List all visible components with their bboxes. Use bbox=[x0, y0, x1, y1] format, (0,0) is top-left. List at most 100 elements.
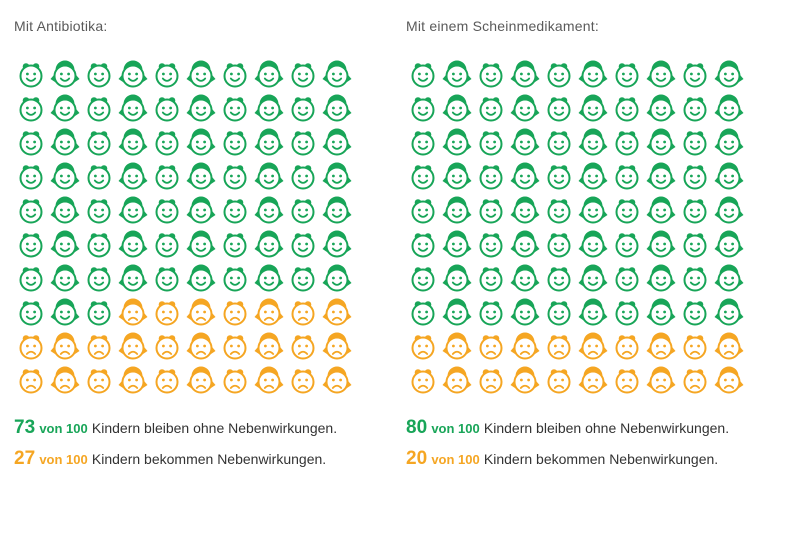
child-face-icon-good bbox=[150, 126, 184, 160]
child-face-icon-good bbox=[440, 92, 474, 126]
child-face-icon-bad bbox=[712, 330, 746, 364]
child-face-icon-good bbox=[678, 160, 712, 194]
child-face-icon-good bbox=[286, 228, 320, 262]
legend-mid: von 100 bbox=[431, 421, 479, 436]
child-face-icon-good bbox=[184, 228, 218, 262]
child-face-icon-good bbox=[184, 194, 218, 228]
child-face-icon-good bbox=[440, 296, 474, 330]
child-face-icon-good bbox=[184, 58, 218, 92]
child-face-icon-good bbox=[14, 160, 48, 194]
child-face-icon-bad bbox=[406, 364, 440, 398]
child-face-icon-good bbox=[406, 228, 440, 262]
child-face-icon-good bbox=[14, 58, 48, 92]
child-face-icon-good bbox=[218, 228, 252, 262]
child-face-icon-good bbox=[576, 126, 610, 160]
child-face-icon-good bbox=[474, 58, 508, 92]
child-face-icon-bad bbox=[576, 364, 610, 398]
child-face-icon-good bbox=[508, 92, 542, 126]
child-face-icon-good bbox=[320, 92, 354, 126]
legend-mid: von 100 bbox=[39, 452, 87, 467]
child-face-icon-good bbox=[440, 126, 474, 160]
child-face-icon-bad bbox=[678, 364, 712, 398]
child-face-icon-bad bbox=[218, 296, 252, 330]
child-face-icon-good bbox=[644, 126, 678, 160]
child-face-icon-good bbox=[644, 194, 678, 228]
legend-rest: Kindern bleiben ohne Nebenwirkungen. bbox=[92, 420, 337, 436]
child-face-icon-good bbox=[48, 126, 82, 160]
child-face-icon-good bbox=[542, 92, 576, 126]
child-face-icon-bad bbox=[474, 330, 508, 364]
child-face-icon-good bbox=[406, 262, 440, 296]
child-face-icon-bad bbox=[116, 296, 150, 330]
child-face-icon-good bbox=[150, 160, 184, 194]
child-face-icon-good bbox=[320, 160, 354, 194]
child-face-icon-good bbox=[14, 228, 48, 262]
child-face-icon-good bbox=[474, 92, 508, 126]
child-face-icon-bad bbox=[252, 330, 286, 364]
panel-title: Mit einem Scheinmedikament: bbox=[406, 18, 746, 34]
child-face-icon-good bbox=[320, 58, 354, 92]
child-face-icon-good bbox=[542, 228, 576, 262]
child-face-icon-good bbox=[610, 126, 644, 160]
child-face-icon-bad bbox=[678, 330, 712, 364]
child-face-icon-good bbox=[712, 92, 746, 126]
child-face-icon-good bbox=[678, 228, 712, 262]
child-face-icon-good bbox=[286, 194, 320, 228]
child-face-icon-bad bbox=[14, 364, 48, 398]
child-face-icon-good bbox=[82, 296, 116, 330]
child-face-icon-good bbox=[610, 92, 644, 126]
child-face-icon-bad bbox=[508, 330, 542, 364]
child-face-icon-good bbox=[82, 126, 116, 160]
child-face-icon-good bbox=[474, 126, 508, 160]
child-face-icon-good bbox=[508, 262, 542, 296]
child-face-icon-good bbox=[610, 58, 644, 92]
child-face-icon-bad bbox=[184, 330, 218, 364]
child-face-icon-good bbox=[48, 262, 82, 296]
child-face-icon-bad bbox=[286, 330, 320, 364]
icon-grid bbox=[406, 58, 746, 398]
child-face-icon-good bbox=[320, 262, 354, 296]
legend-count: 27 bbox=[14, 448, 35, 469]
child-face-icon-good bbox=[252, 126, 286, 160]
child-face-icon-good bbox=[218, 262, 252, 296]
child-face-icon-bad bbox=[252, 296, 286, 330]
legend-count: 80 bbox=[406, 417, 427, 438]
child-face-icon-good bbox=[474, 296, 508, 330]
child-face-icon-bad bbox=[116, 364, 150, 398]
legend-line-good: 80 von 100 Kindern bleiben ohne Nebenwir… bbox=[406, 416, 746, 441]
child-face-icon-good bbox=[116, 228, 150, 262]
child-face-icon-bad bbox=[218, 330, 252, 364]
child-face-icon-bad bbox=[610, 330, 644, 364]
child-face-icon-bad bbox=[286, 296, 320, 330]
child-face-icon-good bbox=[678, 92, 712, 126]
child-face-icon-good bbox=[406, 126, 440, 160]
child-face-icon-good bbox=[82, 228, 116, 262]
legend-rest: Kindern bekommen Nebenwirkungen. bbox=[92, 451, 326, 467]
child-face-icon-good bbox=[184, 126, 218, 160]
child-face-icon-bad bbox=[252, 364, 286, 398]
child-face-icon-bad bbox=[116, 330, 150, 364]
child-face-icon-good bbox=[644, 296, 678, 330]
child-face-icon-good bbox=[252, 194, 286, 228]
child-face-icon-good bbox=[116, 262, 150, 296]
legend-mid: von 100 bbox=[39, 421, 87, 436]
child-face-icon-good bbox=[82, 92, 116, 126]
child-face-icon-good bbox=[406, 194, 440, 228]
child-face-icon-good bbox=[678, 126, 712, 160]
child-face-icon-good bbox=[218, 160, 252, 194]
child-face-icon-good bbox=[150, 58, 184, 92]
child-face-icon-good bbox=[150, 228, 184, 262]
child-face-icon-good bbox=[712, 262, 746, 296]
child-face-icon-bad bbox=[14, 330, 48, 364]
child-face-icon-good bbox=[116, 92, 150, 126]
child-face-icon-good bbox=[14, 92, 48, 126]
child-face-icon-good bbox=[252, 160, 286, 194]
legend: 73 von 100 Kindern bleiben ohne Nebenwir… bbox=[14, 416, 354, 471]
child-face-icon-good bbox=[644, 228, 678, 262]
icon-grid bbox=[14, 58, 354, 398]
child-face-icon-bad bbox=[406, 330, 440, 364]
child-face-icon-good bbox=[712, 160, 746, 194]
infographic-wrap: Mit Antibiotika: 73 von 100 Kindern blei… bbox=[0, 0, 800, 471]
panel-antibiotics: Mit Antibiotika: 73 von 100 Kindern blei… bbox=[14, 18, 354, 471]
child-face-icon-good bbox=[542, 126, 576, 160]
